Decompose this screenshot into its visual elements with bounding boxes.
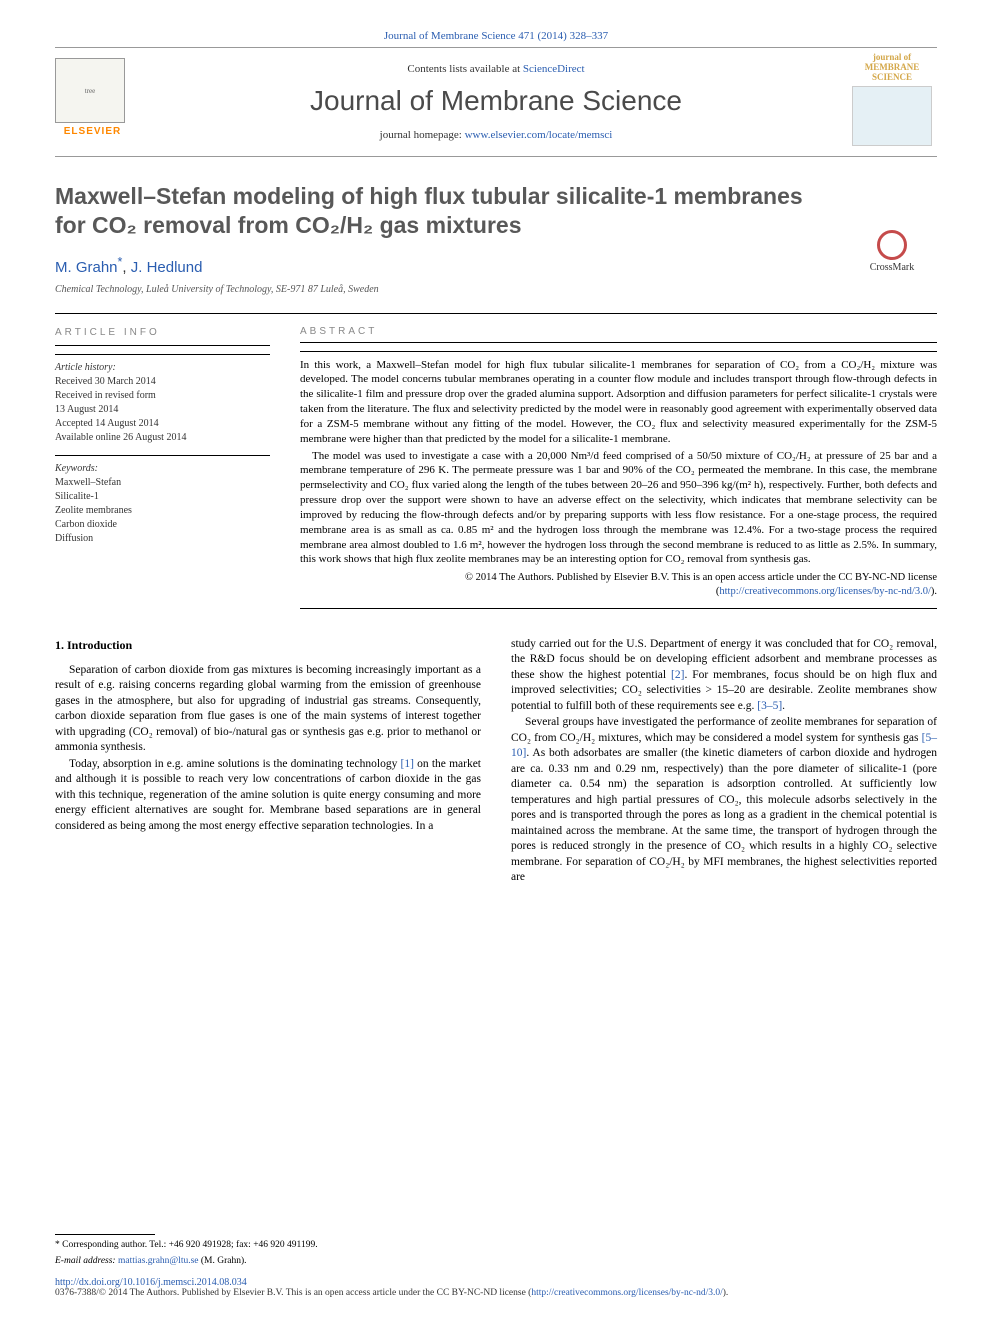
crossmark-icon <box>877 230 907 260</box>
journal-homepage-line: journal homepage: www.elsevier.com/locat… <box>55 129 937 141</box>
journal-homepage-link[interactable]: www.elsevier.com/locate/memsci <box>465 129 613 141</box>
left-column: 1. Introduction Separation of carbon dio… <box>55 637 481 887</box>
main-content-columns: 1. Introduction Separation of carbon dio… <box>55 637 937 887</box>
history-line: Received 30 March 2014 <box>55 375 270 389</box>
license-statement: © 2014 The Authors. Published by Elsevie… <box>300 571 937 599</box>
keywords-label: Keywords: <box>55 462 270 476</box>
divider <box>300 608 937 609</box>
history-line: Accepted 14 August 2014 <box>55 417 270 431</box>
journal-logo-text: journal ofMEMBRANESCIENCE <box>847 53 937 83</box>
author-link-2[interactable]: J. Hedlund <box>131 259 203 276</box>
email-footnote: E-mail address: mattias.grahn@ltu.se (M.… <box>55 1255 937 1267</box>
citation-link[interactable]: [1] <box>401 758 414 770</box>
article-title: Maxwell–Stefan modeling of high flux tub… <box>55 182 937 240</box>
keyword: Maxwell–Stefan <box>55 476 270 490</box>
license-link[interactable]: http://creativecommons.org/licenses/by-n… <box>531 1288 722 1298</box>
page-footer: * Corresponding author. Tel.: +46 920 49… <box>55 1234 937 1298</box>
abstract-paragraph: The model was used to investigate a case… <box>300 449 937 568</box>
sciencedirect-link[interactable]: ScienceDirect <box>523 63 585 75</box>
journal-cover-image <box>852 86 932 146</box>
keyword: Silicalite-1 <box>55 490 270 504</box>
history-line: Available online 26 August 2014 <box>55 431 270 445</box>
body-paragraph: Several groups have investigated the per… <box>511 715 937 886</box>
history-line: 13 August 2014 <box>55 403 270 417</box>
body-paragraph: Separation of carbon dioxide from gas mi… <box>55 663 481 756</box>
contents-available-line: Contents lists available at ScienceDirec… <box>55 63 937 75</box>
elsevier-logo[interactable]: tree ELSEVIER <box>55 58 130 148</box>
journal-header-box: tree ELSEVIER journal ofMEMBRANESCIENCE … <box>55 47 937 157</box>
citation-link[interactable]: [3–5] <box>757 700 782 712</box>
crossmark-label: CrossMark <box>847 262 937 273</box>
article-info-heading: ARTICLE INFO <box>55 326 270 346</box>
doi-link[interactable]: http://dx.doi.org/10.1016/j.memsci.2014.… <box>55 1277 937 1288</box>
abstract-heading: ABSTRACT <box>300 326 937 343</box>
copyright-line: 0376-7388/© 2014 The Authors. Published … <box>55 1288 937 1298</box>
citation-link[interactable]: [2] <box>671 669 684 681</box>
journal-title: Journal of Membrane Science <box>55 85 937 117</box>
body-paragraph: study carried out for the U.S. Departmen… <box>511 637 937 715</box>
history-line: Received in revised form <box>55 389 270 403</box>
email-link[interactable]: mattias.grahn@ltu.se <box>118 1256 199 1266</box>
section-heading: 1. Introduction <box>55 637 481 653</box>
abstract-paragraph: In this work, a Maxwell–Stefan model for… <box>300 358 937 447</box>
article-info-sidebar: ARTICLE INFO Article history: Received 3… <box>55 326 270 617</box>
history-label: Article history: <box>55 361 270 375</box>
abstract-text: In this work, a Maxwell–Stefan model for… <box>300 358 937 600</box>
article-history-block: Article history: Received 30 March 2014 … <box>55 361 270 445</box>
right-column: study carried out for the U.S. Departmen… <box>511 637 937 887</box>
divider <box>55 455 270 456</box>
abstract-column: ABSTRACT In this work, a Maxwell–Stefan … <box>300 326 937 617</box>
keyword: Diffusion <box>55 532 270 546</box>
affiliation: Chemical Technology, Luleå University of… <box>55 284 937 295</box>
crossmark-badge[interactable]: CrossMark <box>847 230 937 273</box>
elsevier-wordmark: ELSEVIER <box>55 126 130 137</box>
journal-cover-thumbnail[interactable]: journal ofMEMBRANESCIENCE <box>847 53 937 153</box>
license-link[interactable]: http://creativecommons.org/licenses/by-n… <box>719 586 931 597</box>
divider <box>55 354 270 355</box>
keyword: Carbon dioxide <box>55 518 270 532</box>
divider <box>55 313 937 314</box>
journal-citation[interactable]: Journal of Membrane Science 471 (2014) 3… <box>55 30 937 42</box>
corresponding-author-footnote: * Corresponding author. Tel.: +46 920 49… <box>55 1239 937 1251</box>
author-list: M. Grahn*, J. Hedlund <box>55 255 937 276</box>
footnote-separator <box>55 1234 155 1235</box>
keywords-block: Keywords: Maxwell–Stefan Silicalite-1 Ze… <box>55 462 270 546</box>
body-paragraph: Today, absorption in e.g. amine solution… <box>55 757 481 835</box>
elsevier-tree-icon: tree <box>55 58 125 123</box>
keyword: Zeolite membranes <box>55 504 270 518</box>
author-link-1[interactable]: M. Grahn <box>55 259 118 276</box>
divider <box>300 351 937 352</box>
